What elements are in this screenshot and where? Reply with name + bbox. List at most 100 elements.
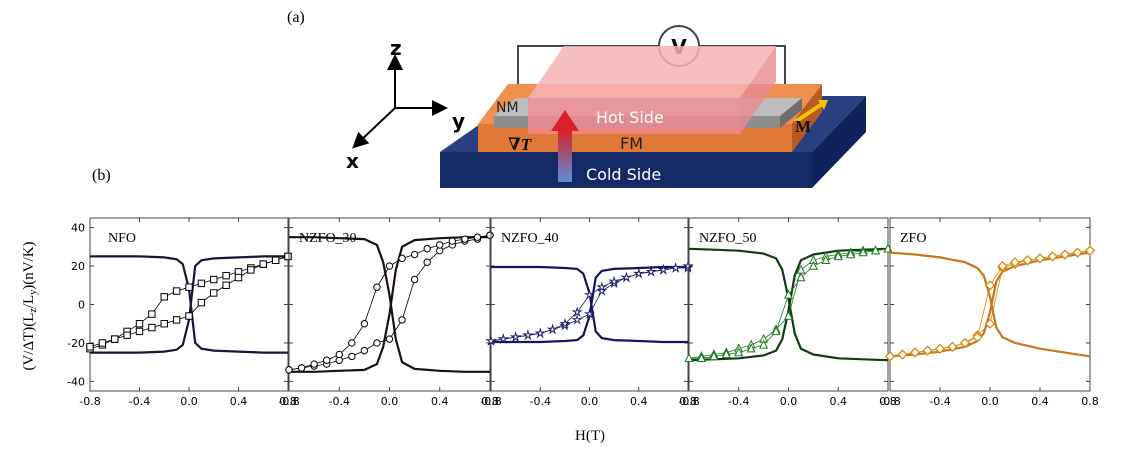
x-tick-label: 0.8 <box>679 395 697 408</box>
data-point <box>210 289 218 297</box>
data-point <box>486 231 494 240</box>
x-axis-label: H(T) <box>575 428 605 444</box>
data-point <box>160 293 168 301</box>
series-line-2 <box>89 256 289 348</box>
data-point <box>285 366 293 374</box>
data-point <box>373 283 381 291</box>
data-point <box>596 285 608 296</box>
data-point <box>522 329 534 341</box>
series-line-1 <box>490 267 688 342</box>
x-tick-label: 0.8 <box>481 395 499 408</box>
x-tick-label: -0.8 <box>879 395 900 408</box>
fit-curve-down <box>90 255 288 354</box>
data-point <box>1072 247 1083 258</box>
substrate-side <box>812 96 866 188</box>
data-point <box>271 256 280 264</box>
data-point <box>398 254 406 263</box>
chart-title: NZFO_30 <box>299 231 357 246</box>
data-point <box>1059 249 1071 260</box>
nm-label: NM <box>496 100 519 116</box>
data-point <box>160 320 168 328</box>
data-point <box>997 261 1008 272</box>
data-point <box>534 327 546 339</box>
grad-t-label: ∇T <box>508 135 532 154</box>
data-point <box>436 241 444 249</box>
data-point <box>135 320 144 328</box>
x-tick-label: 0.8 <box>279 395 297 408</box>
data-point <box>135 327 144 336</box>
data-point <box>571 306 583 317</box>
cold-side-label: Cold Side <box>586 165 661 184</box>
data-point <box>210 275 218 284</box>
data-point <box>670 262 682 273</box>
data-point <box>509 331 522 343</box>
data-point <box>821 254 831 264</box>
data-point <box>796 272 806 282</box>
x-tick-label: 0.4 <box>630 395 648 408</box>
data-point <box>385 335 394 343</box>
fit-curve-up <box>889 251 1091 358</box>
data-point <box>596 281 608 292</box>
x-tick-label: -0.4 <box>329 395 350 408</box>
data-point <box>547 323 559 335</box>
chart-title: NZFO_50 <box>699 231 757 246</box>
data-point <box>1084 245 1096 256</box>
hot-side-label: Hot Side <box>596 108 664 127</box>
gradient-arrow-icon <box>551 110 579 182</box>
panel-label-a: (a) <box>287 9 305 26</box>
fit-curve-up <box>491 265 688 344</box>
x-tick-label: 0.4 <box>830 395 848 408</box>
data-point <box>473 233 482 241</box>
data-point <box>197 298 206 307</box>
x-axis-arrow <box>352 107 396 149</box>
data-point <box>310 360 318 368</box>
fit-curve-down <box>289 236 490 373</box>
x-tick-label: -0.4 <box>728 395 749 408</box>
x-tick-label: 0.0 <box>581 395 599 408</box>
x-tick-label: 0.8 <box>879 395 897 408</box>
coordinate-axes: z y x <box>346 36 465 173</box>
series-line-2 <box>889 250 1091 357</box>
panel-label-b: (b) <box>92 167 111 184</box>
data-point <box>620 271 632 283</box>
nm-side <box>780 98 802 128</box>
charts: -0.8 -0.4 0.0 0.4 0.8 -40 -20 0 20 40 NFO -0.8 -0.4 0… <box>67 217 1099 408</box>
data-point <box>1047 251 1058 262</box>
data-point <box>385 262 394 270</box>
data-point <box>947 341 958 352</box>
data-point <box>771 326 781 336</box>
data-point <box>1009 257 1021 268</box>
data-point <box>185 283 193 291</box>
x-tick-label: -0.8 <box>79 395 100 408</box>
chart-panel-4: -0.8 -0.4 0.0 0.4 0.8 NZFO_50 <box>678 217 897 408</box>
y-tick-label: 40 <box>71 222 85 235</box>
data-point <box>934 343 946 354</box>
data-point <box>410 250 419 259</box>
x-tick-label: 0.4 <box>1031 395 1049 408</box>
data-point <box>571 314 583 325</box>
data-point <box>984 318 996 329</box>
fit-curve-down <box>889 251 1091 358</box>
x-tick-label: -0.4 <box>929 395 950 408</box>
data-point <box>984 280 996 291</box>
data-point <box>373 339 381 347</box>
x-tick-label: 0.0 <box>780 395 798 408</box>
fit-curve-down <box>491 265 688 344</box>
x-tick-label: 0.4 <box>230 395 248 408</box>
x-tick-label: 0.0 <box>381 395 399 408</box>
data-point <box>833 251 843 261</box>
magnetization-arrowhead <box>818 100 828 110</box>
data-point <box>222 271 230 280</box>
data-point <box>959 337 971 348</box>
data-point <box>1034 253 1046 264</box>
chart-title: ZFO <box>900 231 926 246</box>
data-point <box>448 237 457 245</box>
axis-label-x: x <box>346 149 359 173</box>
data-point <box>746 343 756 353</box>
data-point <box>608 275 620 287</box>
data-point <box>348 339 356 347</box>
chart-panel-5: -0.8 -0.4 0.0 0.4 0.8 ZFO <box>879 217 1099 408</box>
data-point <box>461 235 469 243</box>
data-point <box>284 252 292 261</box>
